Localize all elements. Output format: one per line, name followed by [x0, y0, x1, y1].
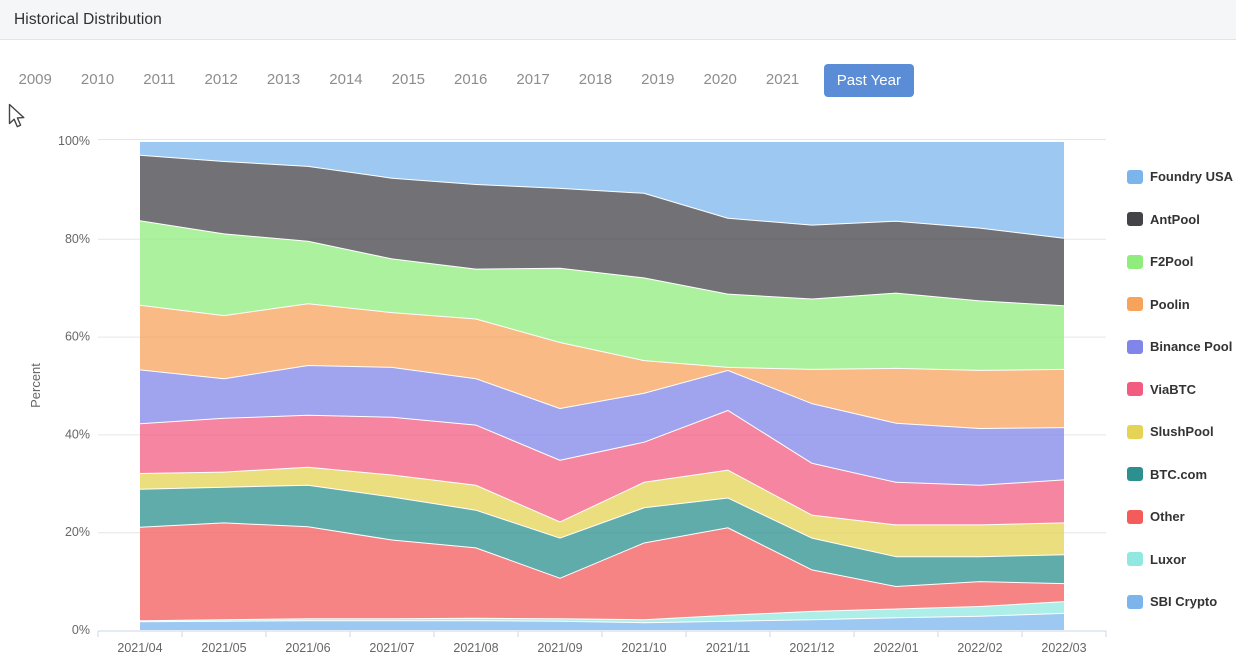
area-series-antpool: [140, 154, 1064, 306]
tab-2017[interactable]: 2017: [516, 71, 550, 88]
area-series-slushpool: [140, 466, 1064, 557]
chart-legend: Foundry USA AntPool F2Pool Poolin Binance Po…: [1127, 168, 1236, 636]
legend-label: Binance Pool: [1150, 339, 1233, 354]
legend-label: Foundry USA: [1150, 169, 1234, 184]
tab-2010[interactable]: 2010: [80, 71, 115, 88]
year-tabs: 2009 2010 2011 2012 2013 2014 2015 2016 2017 2018…: [4, 61, 914, 99]
x-axis-label: 2021/11: [706, 641, 750, 655]
tab-2014[interactable]: 2014: [329, 71, 363, 88]
legend-label: SlushPool: [1150, 424, 1214, 439]
legend-label: Poolin: [1150, 296, 1190, 312]
y-axis-label: 40%: [65, 427, 90, 441]
tab-2020[interactable]: 2020: [703, 71, 737, 88]
y-axis-label: 0%: [72, 623, 90, 637]
tab-2016[interactable]: 2016: [454, 71, 488, 88]
legend-item-f2pool[interactable]: F2Pool: [1127, 253, 1236, 270]
x-axis-label: 2021/06: [285, 641, 330, 655]
tab-2015[interactable]: 2015: [391, 71, 426, 88]
x-axis-label: 2021/09: [537, 641, 582, 655]
area-series-poolin: [140, 303, 1064, 428]
area-series-f2pool: [140, 220, 1064, 370]
legend-label: AntPool: [1150, 211, 1200, 227]
x-axis-label: 2021/04: [117, 641, 162, 655]
legend-swatch: [1127, 509, 1143, 524]
y-axis-label: 80%: [65, 232, 90, 246]
tab-2011[interactable]: 2011: [143, 71, 176, 88]
legend-swatch: [1127, 254, 1143, 269]
area-series-foundry-usa: [140, 141, 1064, 238]
tab-2012[interactable]: 2012: [204, 71, 238, 88]
area-series-luxor: [140, 601, 1064, 623]
legend-swatch: [1127, 424, 1143, 439]
legend-label: SBI Crypto: [1150, 594, 1218, 609]
legend-item-btc-com[interactable]: BTC.com: [1127, 466, 1236, 483]
legend-item-slushpool[interactable]: SlushPool: [1127, 423, 1236, 440]
x-axis-label: 2021/08: [453, 641, 498, 655]
x-axis-label: 2022/03: [1041, 641, 1086, 655]
series-border-antpool: [139, 153, 1065, 239]
legend-swatch: [1127, 382, 1143, 396]
legend-swatch: [1127, 169, 1143, 184]
area-series-btc-com: [140, 484, 1064, 586]
tab-2019[interactable]: 2019: [641, 71, 675, 88]
legend-label: ViaBTC: [1150, 381, 1196, 397]
x-axis-label: 2022/02: [957, 641, 1002, 655]
area-series-viabtc: [140, 409, 1064, 525]
stacked-area-chart: 2021/04 2021/05 2021/06 2021/07 2021/08 2021/…: [28, 134, 1107, 655]
legend-item-viabtc[interactable]: ViaBTC: [1127, 381, 1236, 398]
legend-swatch: [1127, 339, 1143, 354]
legend-item-other[interactable]: Other: [1127, 508, 1236, 525]
y-axis-label: 100%: [58, 134, 90, 148]
area-series-other: [140, 522, 1064, 621]
legend-item-sbi-crypto[interactable]: SBI Crypto: [1127, 593, 1236, 610]
legend-label: BTC.com: [1150, 466, 1208, 482]
legend-swatch: [1127, 552, 1143, 566]
y-axis-title: Percent: [28, 363, 43, 408]
legend-swatch: [1127, 594, 1143, 609]
x-axis-label: 2021/07: [369, 641, 414, 655]
legend-swatch: [1127, 467, 1143, 481]
legend-item-poolin[interactable]: Poolin: [1127, 296, 1236, 313]
tab-2018[interactable]: 2018: [578, 71, 613, 88]
page-title: Historical Distribution: [14, 10, 162, 28]
legend-label: Other: [1150, 509, 1185, 524]
x-axis-label: 2021/05: [201, 641, 246, 655]
tab-2009[interactable]: 2009: [18, 71, 52, 88]
tab-2021[interactable]: 2021: [765, 71, 800, 88]
legend-label: F2Pool: [1150, 254, 1194, 269]
legend-item-binance-pool[interactable]: Binance Pool: [1127, 338, 1236, 355]
y-axis-label: 60%: [65, 330, 90, 344]
x-axis-label: 2022/01: [873, 641, 918, 655]
legend-item-luxor[interactable]: Luxor: [1127, 551, 1236, 568]
tab-past-year[interactable]: Past Year: [823, 63, 914, 97]
y-axis-label: 20%: [65, 525, 90, 539]
legend-item-foundry-usa[interactable]: Foundry USA: [1127, 168, 1236, 185]
x-axis-label: 2021/12: [789, 641, 834, 655]
legend-swatch: [1127, 297, 1143, 311]
legend-swatch: [1127, 212, 1143, 226]
legend-item-antpool[interactable]: AntPool: [1127, 211, 1236, 228]
area-series-binance-pool: [140, 365, 1064, 485]
legend-label: Luxor: [1150, 551, 1187, 567]
x-axis-label: 2021/10: [621, 641, 666, 655]
tab-2013[interactable]: 2013: [266, 71, 301, 88]
title-bar: Historical Distribution: [0, 0, 1236, 40]
